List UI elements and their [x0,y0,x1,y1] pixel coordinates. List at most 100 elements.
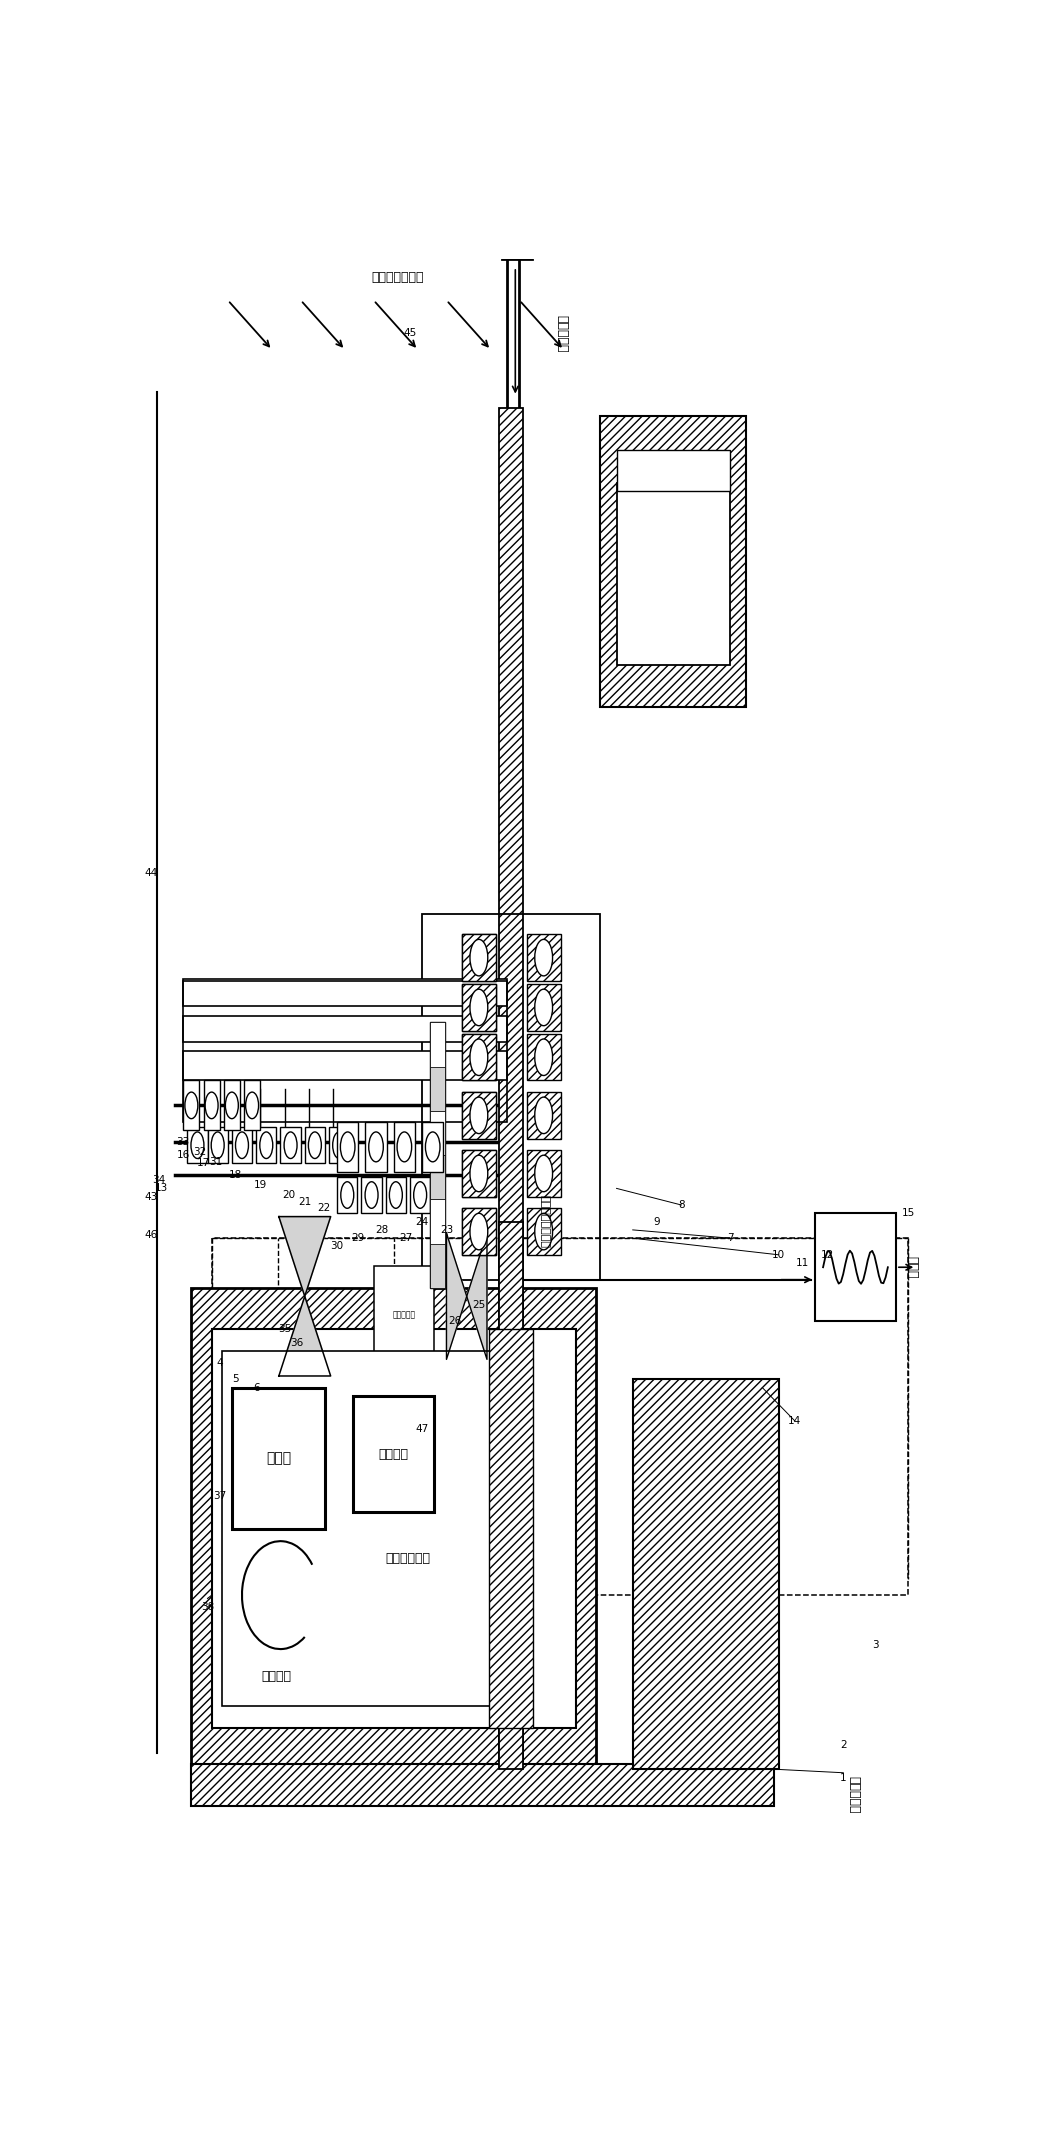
Polygon shape [279,1296,330,1376]
Text: 固定在机架: 固定在机架 [847,1777,860,1813]
Text: 冷工质输入: 冷工质输入 [556,315,568,351]
Bar [527,1207,561,1255]
Bar [527,1093,561,1138]
Bar [280,1128,301,1164]
Bar [500,407,524,1761]
Bar [183,1050,507,1080]
Text: 1: 1 [840,1772,846,1783]
Bar [422,1121,443,1173]
Bar [338,1177,357,1214]
Bar [527,1149,561,1197]
Circle shape [470,1039,488,1076]
Text: 驱采出半阳辐洪: 驱采出半阳辐洪 [372,272,424,285]
Text: 5: 5 [233,1373,239,1384]
Bar [329,1128,349,1164]
Bar [632,1380,779,1770]
Text: 14: 14 [788,1416,802,1425]
Text: 3: 3 [873,1641,879,1649]
Polygon shape [279,1216,330,1296]
Circle shape [470,990,488,1026]
Circle shape [369,1132,384,1162]
Bar [224,1080,240,1130]
Text: 13: 13 [155,1184,168,1194]
Circle shape [535,990,553,1026]
Bar [462,934,496,981]
Text: 19: 19 [254,1179,266,1190]
Circle shape [284,1132,297,1158]
Text: 旋转运动: 旋转运动 [261,1669,292,1684]
Bar [500,1222,524,1770]
Bar [815,1214,896,1322]
Bar [183,1015,507,1041]
Text: 12: 12 [820,1250,834,1259]
Bar [366,1121,387,1173]
Circle shape [211,1132,225,1158]
Text: 37: 37 [213,1490,227,1501]
Bar [462,1093,496,1138]
Text: 28: 28 [375,1225,389,1235]
Text: 6: 6 [253,1382,259,1393]
Bar [191,1764,774,1807]
Bar [527,934,561,981]
Bar [232,1128,252,1164]
Bar [338,1121,358,1173]
Text: 25: 25 [472,1300,486,1309]
Bar [191,1287,597,1770]
Circle shape [470,1156,488,1192]
Text: 往复平移运动: 往复平移运动 [386,1552,431,1565]
Bar [462,983,496,1031]
Bar [256,1128,276,1164]
Bar [617,451,729,492]
Circle shape [470,1097,488,1134]
Bar [462,934,496,981]
Bar [462,1149,496,1197]
Bar [187,1128,208,1164]
Bar [245,1080,260,1130]
Text: 43: 43 [144,1192,158,1201]
Text: 21: 21 [298,1197,311,1207]
Text: 24: 24 [416,1216,428,1227]
Bar [462,983,496,1031]
Bar [204,1080,219,1130]
Text: 16: 16 [177,1149,190,1160]
Text: 31: 31 [209,1158,223,1166]
Bar [462,1035,496,1080]
Bar [232,1388,325,1529]
Text: 热工质: 热工质 [906,1257,919,1279]
Bar [305,1128,325,1164]
Bar [282,1380,327,1442]
Circle shape [535,1097,553,1134]
Circle shape [414,1181,426,1207]
Text: 27: 27 [399,1233,413,1244]
Circle shape [341,1181,354,1207]
Text: 46: 46 [144,1229,158,1240]
Text: 23: 23 [440,1225,454,1235]
Bar [211,1238,908,1595]
Bar [422,914,600,1281]
Text: 4: 4 [216,1358,223,1367]
Circle shape [226,1093,238,1119]
Bar [386,1177,407,1214]
Polygon shape [446,1233,467,1360]
Text: 2: 2 [840,1740,846,1749]
Text: 17: 17 [196,1158,210,1169]
Bar [431,1110,445,1156]
Bar [489,1330,533,1727]
Text: 30: 30 [330,1242,344,1250]
Circle shape [390,1181,402,1207]
Bar [462,1093,496,1138]
Bar [183,981,507,1121]
Circle shape [191,1132,204,1158]
Text: 47: 47 [416,1425,428,1434]
Bar [208,1128,228,1164]
Circle shape [365,1181,378,1207]
Circle shape [235,1132,249,1158]
Bar [353,1395,435,1511]
Bar [374,1266,435,1363]
Bar [223,1352,525,1705]
Bar [462,1207,496,1255]
Polygon shape [467,1233,487,1360]
Bar [362,1177,381,1214]
Text: 29: 29 [351,1233,364,1244]
Text: 34: 34 [153,1175,165,1186]
